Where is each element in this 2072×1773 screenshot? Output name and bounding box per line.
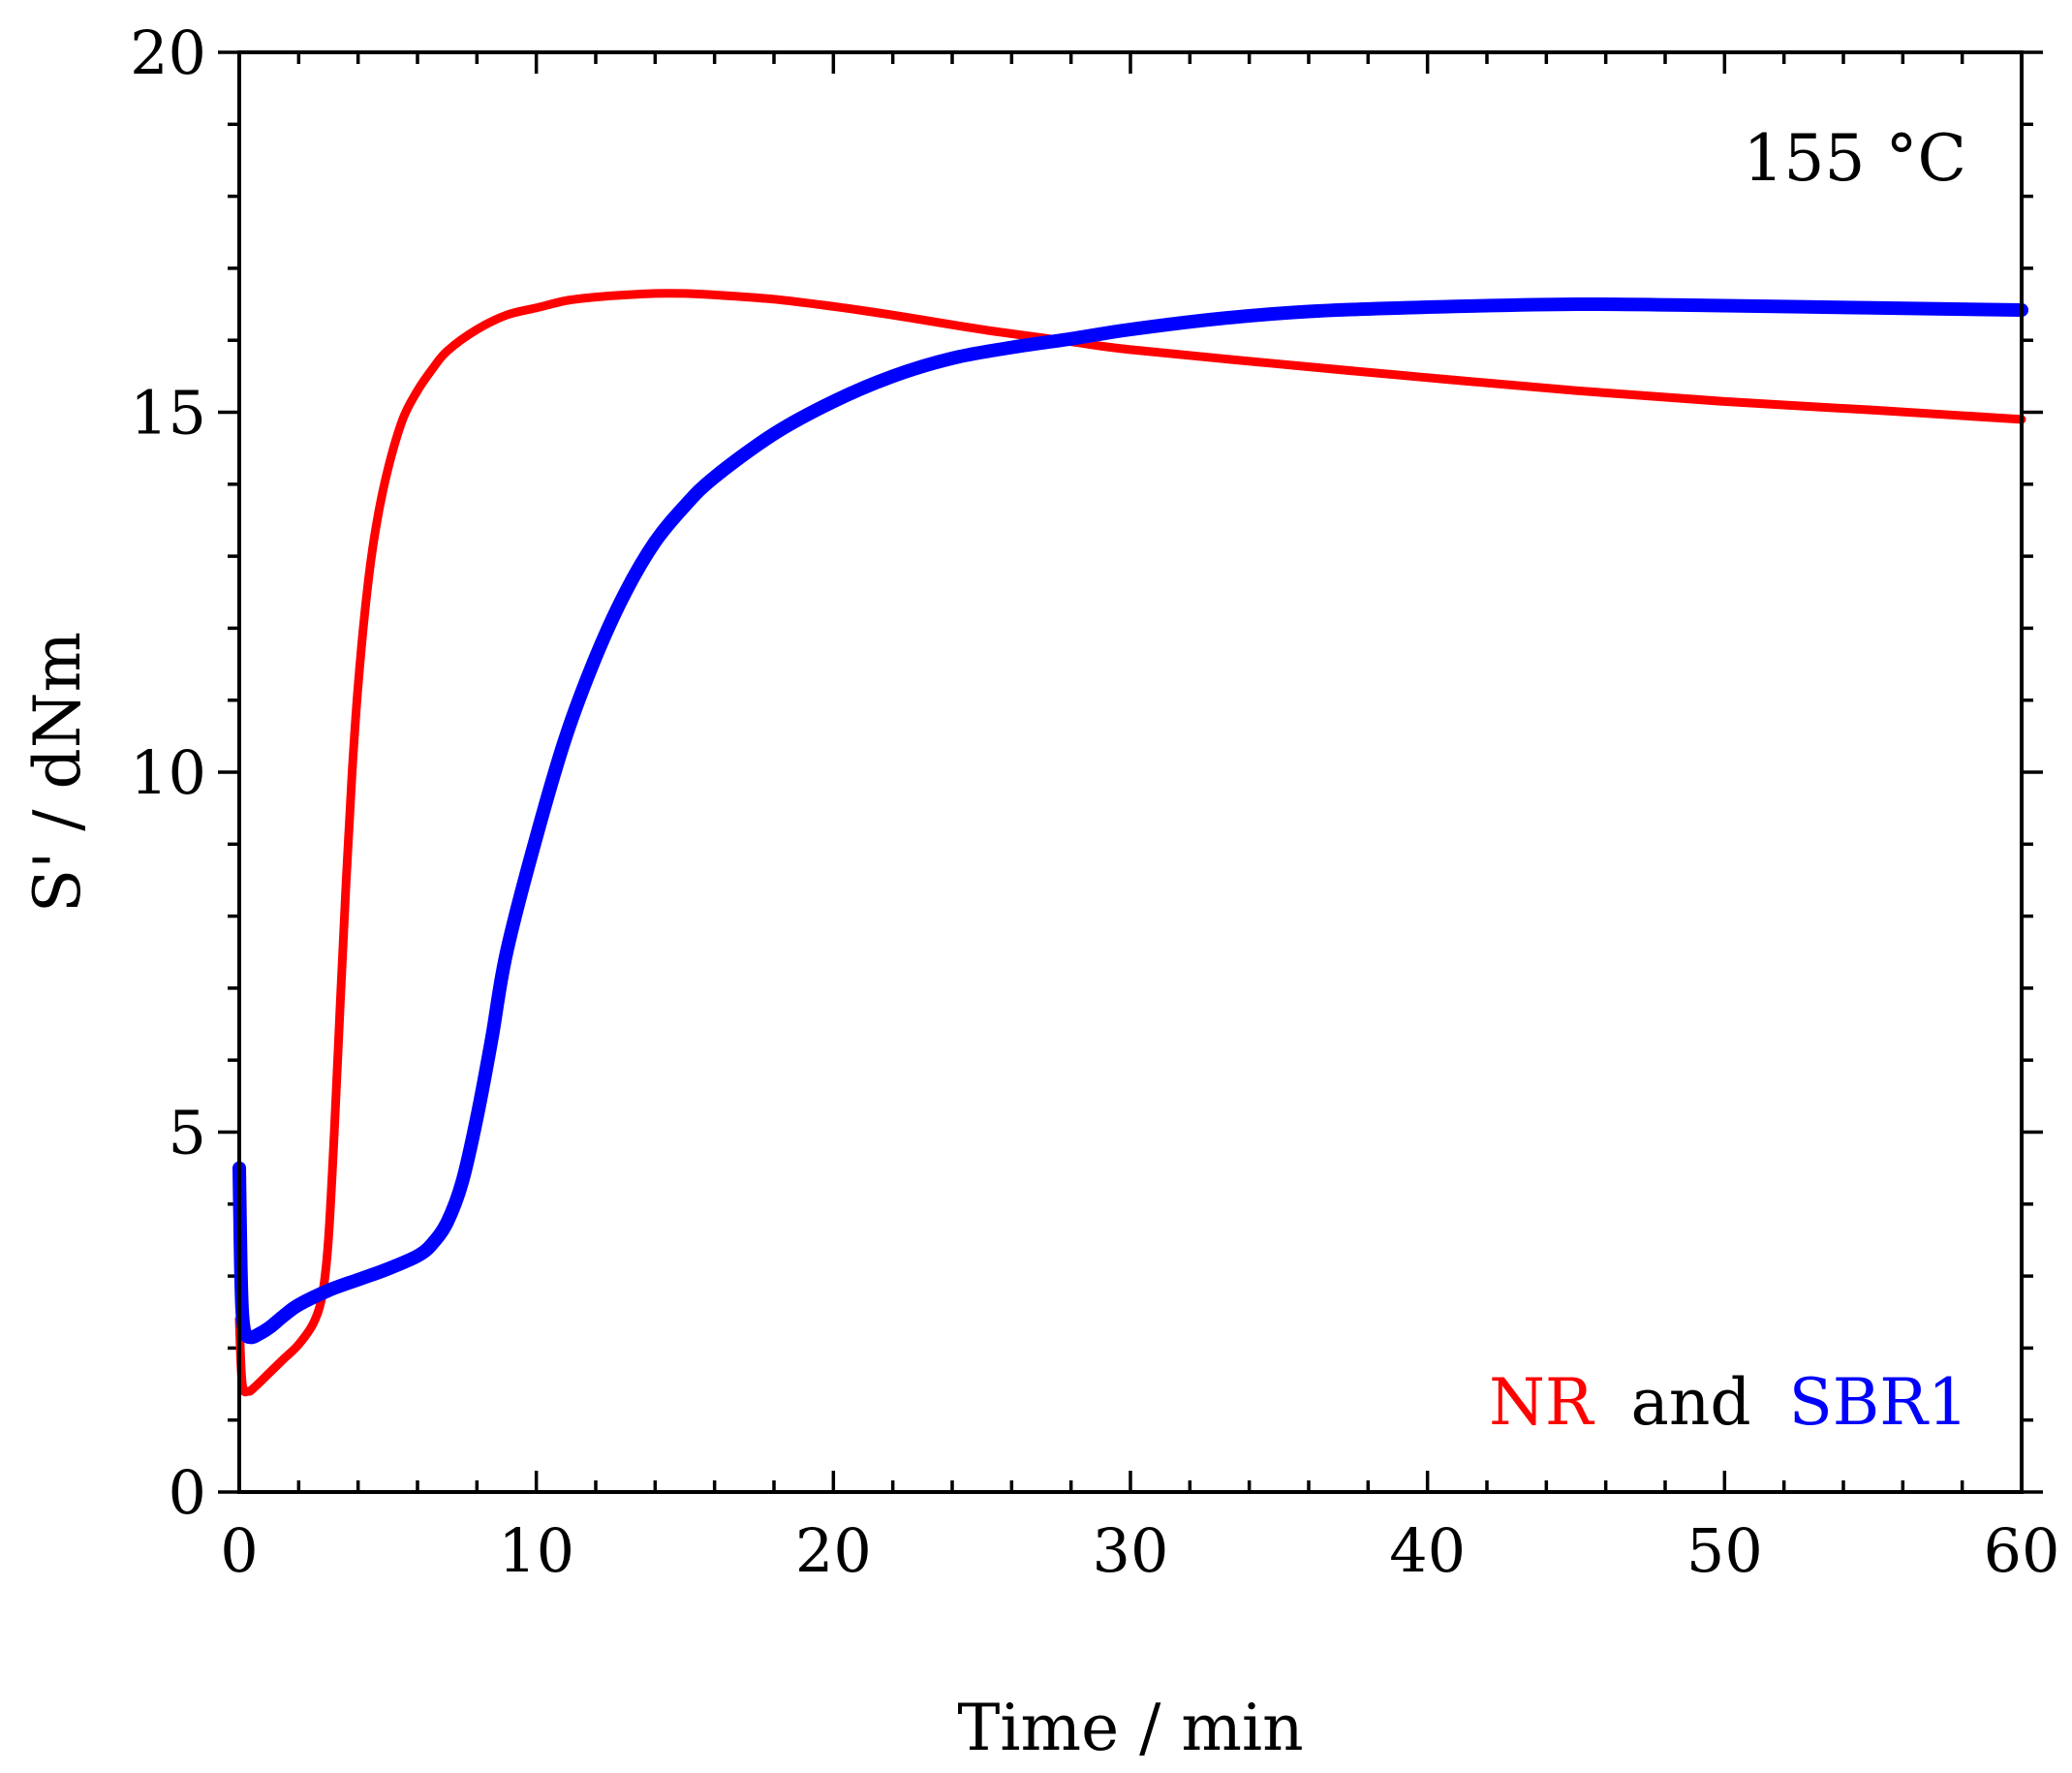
legend: NR and SBR1 (1489, 1365, 1968, 1440)
series-layer (232, 289, 2028, 1397)
plot-frame (237, 50, 2024, 1494)
x-tick-label: 40 (1389, 1515, 1466, 1586)
series-line-sbr1 (232, 296, 2028, 1345)
x-tick-label: 10 (498, 1515, 574, 1586)
y-axis-title: S' / dNm (20, 632, 95, 913)
y-tick-label: 10 (130, 737, 206, 808)
temperature-annotation: 155 °C (1744, 121, 1966, 196)
ticks-layer (218, 50, 2043, 1494)
x-tick-label: 20 (795, 1515, 872, 1586)
legend-nr: NR (1489, 1365, 1595, 1440)
x-tick-label: 60 (1984, 1515, 2060, 1586)
x-axis-title: Time / min (957, 1691, 1303, 1765)
x-tick-label: 0 (220, 1515, 258, 1586)
x-tick-label: 30 (1093, 1515, 1169, 1586)
y-tick-label: 0 (169, 1457, 206, 1528)
y-tick-label: 20 (130, 17, 206, 88)
legend-and: and (1631, 1365, 1751, 1440)
legend-sbr1: SBR1 (1789, 1365, 1968, 1440)
tick-labels-layer: 0 10 20 30 40 50 60 0 5 10 15 20 (130, 17, 2059, 1586)
x-tick-label: 50 (1686, 1515, 1763, 1586)
series-line-nr (234, 289, 2026, 1397)
y-tick-label: 15 (130, 378, 206, 449)
y-tick-label: 5 (169, 1098, 206, 1168)
